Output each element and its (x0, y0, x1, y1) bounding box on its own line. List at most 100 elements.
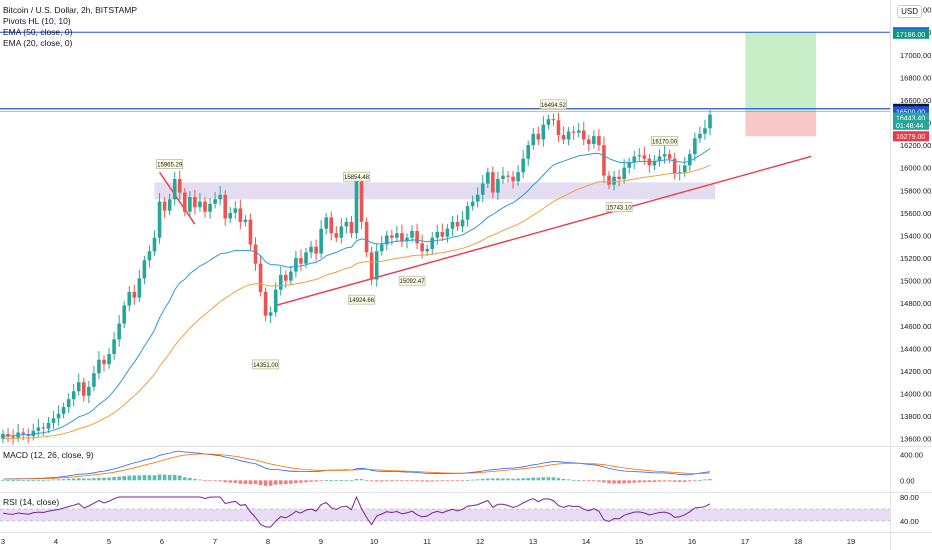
candle-body (536, 133, 541, 140)
macd-histogram-bar (475, 479, 480, 481)
macd-histogram-bar (531, 477, 536, 481)
macd-histogram-bar (435, 480, 440, 482)
macd-histogram-bar (122, 476, 126, 481)
candle-body (566, 131, 571, 140)
candle-body (602, 145, 606, 176)
macd-histogram-bar (536, 477, 541, 481)
pivot-label: 16170.00 (652, 140, 678, 146)
candle-body (390, 235, 394, 238)
macd-histogram-bar (102, 477, 106, 481)
candle-body (677, 172, 682, 174)
pivot-label-box (605, 202, 633, 213)
macd-histogram-bar (369, 480, 374, 482)
candle-body (531, 133, 536, 146)
candle-body (71, 391, 76, 400)
macd-histogram-bar (364, 479, 369, 481)
macd-histogram-bar (486, 478, 490, 481)
rsi-line (2, 495, 711, 528)
candle-body (162, 201, 167, 211)
macd-histogram-bar (334, 480, 339, 481)
candle-body (425, 249, 429, 252)
macd-histogram-bar (233, 480, 238, 484)
macd-label: MACD (12, 26, close, 9) (3, 450, 94, 460)
candle-body (127, 291, 132, 306)
candle-body (304, 252, 308, 264)
macd-histogram-bar (576, 480, 581, 481)
macd-histogram-bar (587, 480, 591, 482)
macd-histogram-bar (698, 479, 702, 481)
pivot-label: 15854.48 (344, 175, 370, 181)
macd-histogram-bar (107, 477, 111, 481)
candle-body (198, 201, 202, 208)
pivot-label-box (156, 159, 183, 169)
macd-histogram-bar (299, 480, 303, 483)
candle-body (46, 422, 51, 429)
macd-histogram-bar (571, 479, 576, 481)
candle-body (541, 124, 546, 140)
pivot-label: 16494.52 (541, 103, 567, 109)
candle-body (576, 130, 581, 133)
price-label: 16443.40 (896, 116, 925, 123)
candle-body (344, 221, 349, 227)
candle-body (632, 156, 637, 163)
time-tick: 15 (635, 537, 643, 546)
candle-body (597, 136, 601, 146)
candle-body (289, 271, 293, 281)
candle-body (480, 183, 485, 195)
macd-histogram-bar (273, 480, 278, 485)
price-label: 16279.00 (896, 134, 925, 141)
macd-histogram-bar (465, 479, 470, 481)
time-tick: 13 (529, 537, 537, 546)
candle-body (561, 134, 566, 140)
pivot-label-box (540, 99, 567, 110)
macd-histogram-bar (162, 474, 167, 481)
price-tick: 14400.00 (900, 344, 931, 353)
candle-body (309, 246, 313, 253)
candle-body (319, 228, 323, 254)
macd-histogram-bar (324, 480, 328, 482)
candle-body (581, 130, 586, 140)
candle-body (486, 172, 490, 184)
time-tick: 11 (423, 537, 431, 546)
price-tick: 13600.00 (900, 435, 931, 444)
overlays (0, 31, 890, 307)
candle-body (622, 167, 626, 180)
macd-histogram-bar (440, 480, 445, 482)
price-tick: 14800.00 (900, 299, 931, 308)
candle-body (667, 154, 672, 159)
candle-body (450, 221, 455, 229)
candle-body (314, 246, 318, 254)
price-tick: 15800.00 (900, 186, 931, 195)
candle-body (440, 232, 445, 237)
price-tick: 16000.00 (900, 164, 931, 173)
macd-histogram-bar (541, 477, 546, 481)
macd-histogram-bar (36, 479, 41, 481)
macd-histogram-bar (506, 478, 510, 481)
currency-button[interactable]: USD (897, 5, 922, 18)
time-tick: 12 (476, 537, 484, 546)
price-tick: 17000.00 (900, 51, 931, 60)
macd-histogram-bar (6, 480, 10, 481)
time-tick: 3 (1, 537, 5, 546)
macd-histogram-bar (132, 475, 137, 481)
candle-body (273, 289, 278, 313)
candle-body (556, 120, 561, 135)
macd-histogram-bar (268, 480, 273, 486)
candle-body (324, 217, 328, 229)
candle-body (157, 201, 162, 238)
macd-histogram-bar (708, 479, 712, 481)
candle-body (420, 243, 424, 252)
price-tick: 15600.00 (900, 209, 931, 218)
indicator-pivots: Pivots HL (10, 10) (3, 16, 71, 26)
macd-histogram-bar (278, 480, 283, 485)
macd-histogram-bar (193, 478, 197, 481)
candle-body (278, 274, 283, 290)
macd-histogram-bar (430, 480, 435, 482)
macd-histogram-bar (147, 475, 152, 481)
macd-histogram-bar (97, 477, 101, 481)
candle-body (238, 208, 243, 222)
macd-histogram-bar (521, 478, 525, 481)
candles (1, 110, 712, 445)
